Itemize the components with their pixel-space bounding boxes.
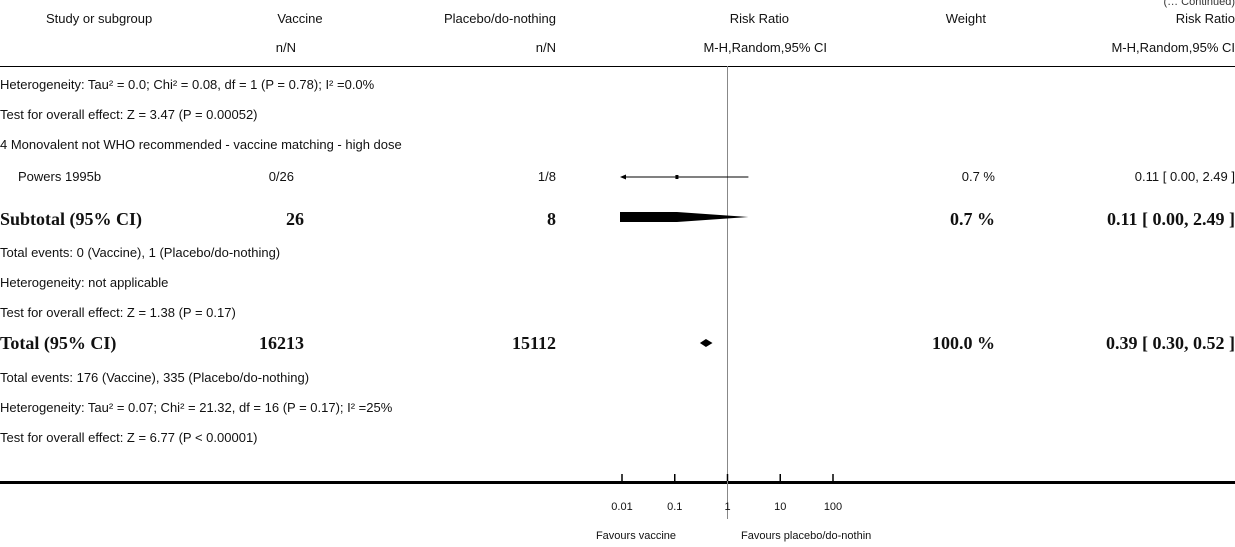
subtotal-vaccine: 26 (286, 209, 304, 229)
subtotal-placebo: 8 (547, 209, 556, 229)
total-risk-ratio: 0.39 [ 0.30, 0.52 ] (1106, 333, 1235, 353)
col-header-placebo: Placebo/do-nothing (443, 11, 556, 26)
heterogeneity-group4: Heterogeneity: not applicable (0, 275, 169, 290)
total-vaccine: 16213 (259, 333, 304, 353)
total-diamond (699, 339, 713, 347)
favours-placebo-label: Favours placebo/do-nothin (741, 530, 872, 542)
axis-tick-label: 10 (774, 501, 786, 513)
axis-tick-label: 100 (824, 501, 842, 513)
total-placebo: 15112 (511, 333, 556, 353)
bottom-rule (0, 481, 1235, 484)
col-header-study: Study or subgroup (46, 11, 153, 26)
col-header-weight: Weight (945, 11, 986, 26)
col-header-risk-ratio-2: Risk Ratio (1175, 11, 1235, 26)
sub-header-rr: M-H,Random,95% CI (703, 40, 827, 55)
overall-effect-total: Test for overall effect: Z = 6.77 (P < 0… (0, 430, 258, 445)
study-weight: 0.7 % (961, 169, 995, 184)
axis-tick-label: 1 (724, 501, 730, 513)
subtotal-weight: 0.7 % (950, 209, 995, 229)
total-events: Total events: 176 (Vaccine), 335 (Placeb… (0, 370, 310, 385)
subtotal-risk-ratio: 0.11 [ 0.00, 2.49 ] (1107, 209, 1235, 229)
study-placebo-events: 1/8 (537, 169, 556, 184)
heterogeneity-group3: Heterogeneity: Tau² = 0.0; Chi² = 0.08, … (0, 77, 375, 92)
sub-header-vaccine: n/N (275, 40, 296, 55)
heterogeneity-total: Heterogeneity: Tau² = 0.07; Chi² = 21.32… (0, 400, 393, 415)
total-events-group4: Total events: 0 (Vaccine), 1 (Placebo/do… (0, 245, 281, 260)
axis-tick-label: 0.1 (667, 501, 682, 513)
col-header-vaccine: Vaccine (277, 11, 323, 26)
header-rule (0, 66, 1235, 67)
study-risk-ratio: 0.11 [ 0.00, 2.49 ] (1134, 169, 1235, 184)
axis-tick-label: 0.01 (611, 501, 632, 513)
overall-effect-group3: Test for overall effect: Z = 3.47 (P = 0… (0, 107, 258, 122)
study-vaccine-events: 0/26 (268, 169, 294, 184)
study-point-estimate (675, 175, 679, 179)
favours-vaccine-label: Favours vaccine (595, 530, 677, 542)
total-label: Total (95% CI) (0, 333, 117, 353)
subgroup-heading-4: 4 Monovalent not WHO recommended - vacci… (0, 137, 402, 152)
study-ci-arrow (620, 174, 626, 180)
subtotal-diamond (620, 212, 749, 222)
sub-header-placebo: n/N (535, 40, 556, 55)
total-weight: 100.0 % (932, 333, 995, 353)
subtotal-label: Subtotal (95% CI) (0, 209, 143, 229)
col-header-risk-ratio: Risk Ratio (729, 11, 789, 26)
continued-label: (… Continued) (1163, 0, 1235, 8)
overall-effect-group4: Test for overall effect: Z = 1.38 (P = 0… (0, 305, 236, 320)
study-name: Powers 1995b (18, 169, 102, 184)
sub-header-rr-2: M-H,Random,95% CI (1111, 40, 1235, 55)
